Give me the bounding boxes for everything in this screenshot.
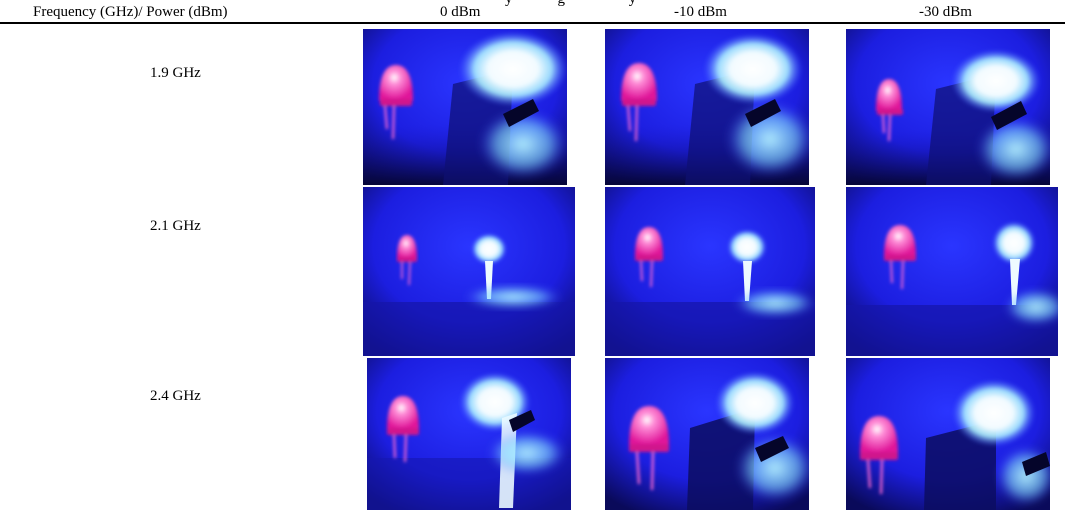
photo-2-1ghz-0dbm <box>363 187 575 356</box>
clipped-caption: y g y <box>0 0 1065 8</box>
photo-1-9ghz-minus10dbm <box>605 29 809 185</box>
header-minus10dbm: -10 dBm <box>674 4 727 20</box>
row-label-2-4ghz: 2.4 GHz <box>150 388 201 404</box>
row-label-1-9ghz: 1.9 GHz <box>150 65 201 81</box>
photo-2-1ghz-minus10dbm <box>605 187 815 356</box>
header-frequency-power: Frequency (GHz)/ Power (dBm) <box>33 4 228 20</box>
photo-2-1ghz-minus30dbm <box>846 187 1058 356</box>
photo-1-9ghz-minus30dbm <box>846 29 1050 185</box>
header-minus30dbm: -30 dBm <box>919 4 972 20</box>
photo-2-4ghz-minus10dbm <box>605 358 809 510</box>
header-0dbm: 0 dBm <box>440 4 481 20</box>
photo-2-4ghz-0dbm <box>367 358 571 510</box>
photo-1-9ghz-0dbm <box>363 29 567 185</box>
row-label-2-1ghz: 2.1 GHz <box>150 218 201 234</box>
clipped-caption-text: y g y <box>505 0 636 8</box>
photo-2-4ghz-minus30dbm <box>846 358 1050 510</box>
header-rule <box>0 22 1065 24</box>
